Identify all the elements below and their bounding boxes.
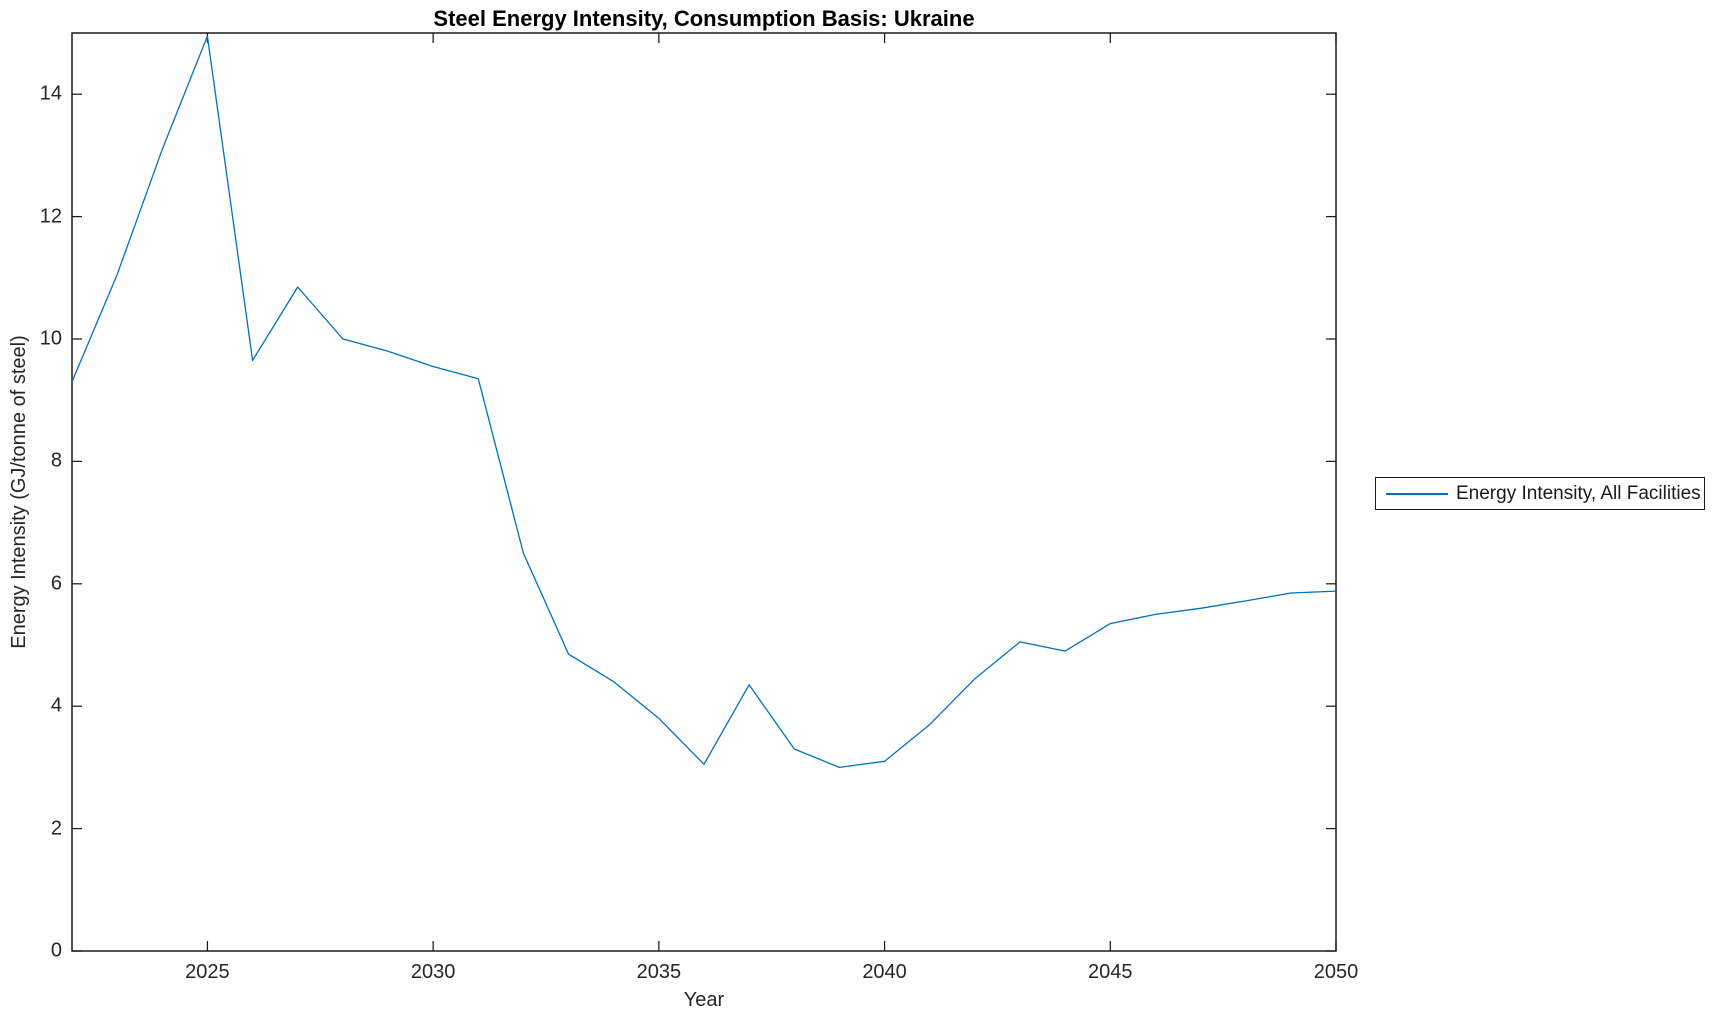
chart-title: Steel Energy Intensity, Consumption Basi… [433,6,975,31]
y-axis-label-text: Energy Intensity (GJ/tonne of steel) [8,335,30,649]
y-tick-label: 12 [39,205,62,228]
y-tick-label: 10 [39,327,62,350]
axes-box [71,32,1337,952]
y-tick-label: 0 [50,939,62,962]
x-axis-label: Year [683,989,725,1011]
legend: Energy Intensity, All Facilities [1375,477,1705,510]
y-tick-label: 6 [50,572,62,595]
tick-marks [72,33,1337,952]
y-tick-label: 2 [50,817,62,840]
x-tick-label: 2025 [185,961,230,983]
x-tick-label: 2030 [410,961,456,983]
x-tick-label: 2050 [1313,961,1359,983]
x-tick-label: 2045 [1088,961,1133,983]
x-tick-label: 2040 [862,961,907,983]
legend-line-sample [1386,492,1448,495]
y-tick-label: 8 [50,449,62,472]
x-tick-label: 2035 [636,961,682,983]
legend-entry-label: Energy Intensity, All Facilities [1456,482,1701,504]
y-tick-label: 4 [50,694,62,717]
y-tick-label: 14 [39,82,62,105]
energy-intensity-line [71,35,1337,769]
